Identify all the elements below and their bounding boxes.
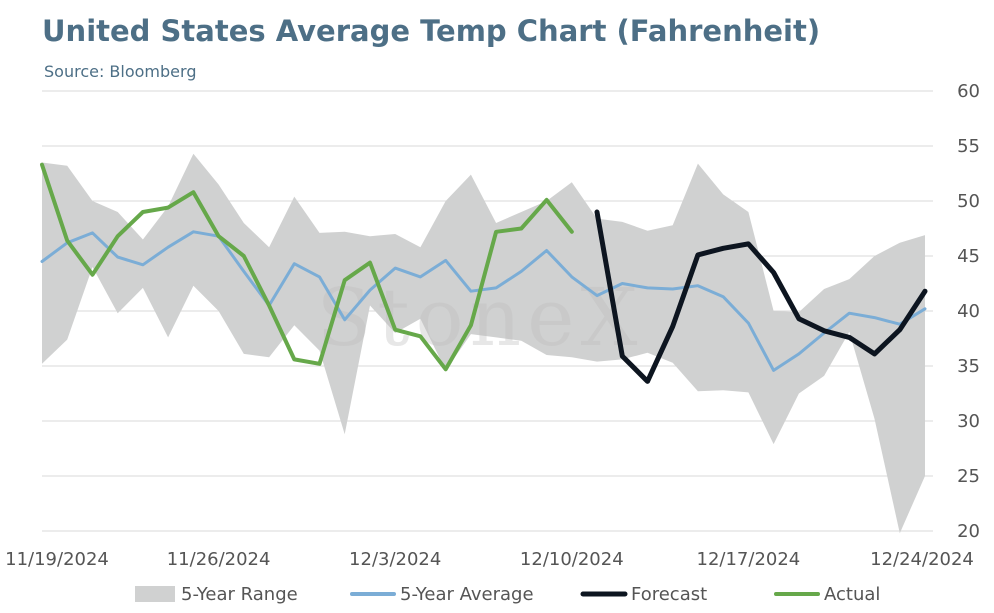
legend-swatch-5-year-range [135,586,175,602]
series-layer [40,162,928,384]
chart-legend: 5-Year Range 5-Year Average Forecast Actual [135,584,880,605]
range-band-layer [42,153,925,534]
y-tick-label-50: 50 [957,191,980,212]
y-tick-label-45: 45 [957,246,980,267]
y-tick-label-35: 35 [957,356,980,377]
series-line-forecast [594,209,928,384]
y-tick-label-30: 30 [957,411,980,432]
x-tick-label-1: 11/26/2024 [167,549,271,570]
y-tick-label-25: 25 [957,466,980,487]
chart-title: United States Average Temp Chart (Fahren… [42,14,821,48]
x-tick-label-2: 12/3/2024 [349,549,441,570]
legend-label-forecast: Forecast [631,584,707,605]
y-tick-label-55: 55 [957,136,980,157]
y-tick-label-60: 60 [957,81,980,102]
legend-label-5-year-range: 5-Year Range [181,584,298,605]
legend-label-actual: Actual [824,584,880,605]
legend-label-5-year-average: 5-Year Average [400,584,534,605]
y-axis-labels: 20 25 30 35 40 45 50 55 60 [957,81,980,542]
x-tick-label-0: 11/19/2024 [5,549,109,570]
range-band-area [42,153,925,534]
x-tick-label-3: 12/10/2024 [520,549,624,570]
series-line-actual [40,162,574,372]
x-tick-label-5: 12/24/2024 [870,549,974,570]
y-tick-label-20: 20 [957,521,980,542]
x-tick-label-4: 12/17/2024 [697,549,801,570]
chart-subtitle: Source: Bloomberg [44,62,197,81]
x-axis-labels: 11/19/2024 11/26/2024 12/3/2024 12/10/2024 1… [5,549,974,570]
series-line-5-year-average [40,230,927,372]
y-tick-label-40: 40 [957,301,980,322]
